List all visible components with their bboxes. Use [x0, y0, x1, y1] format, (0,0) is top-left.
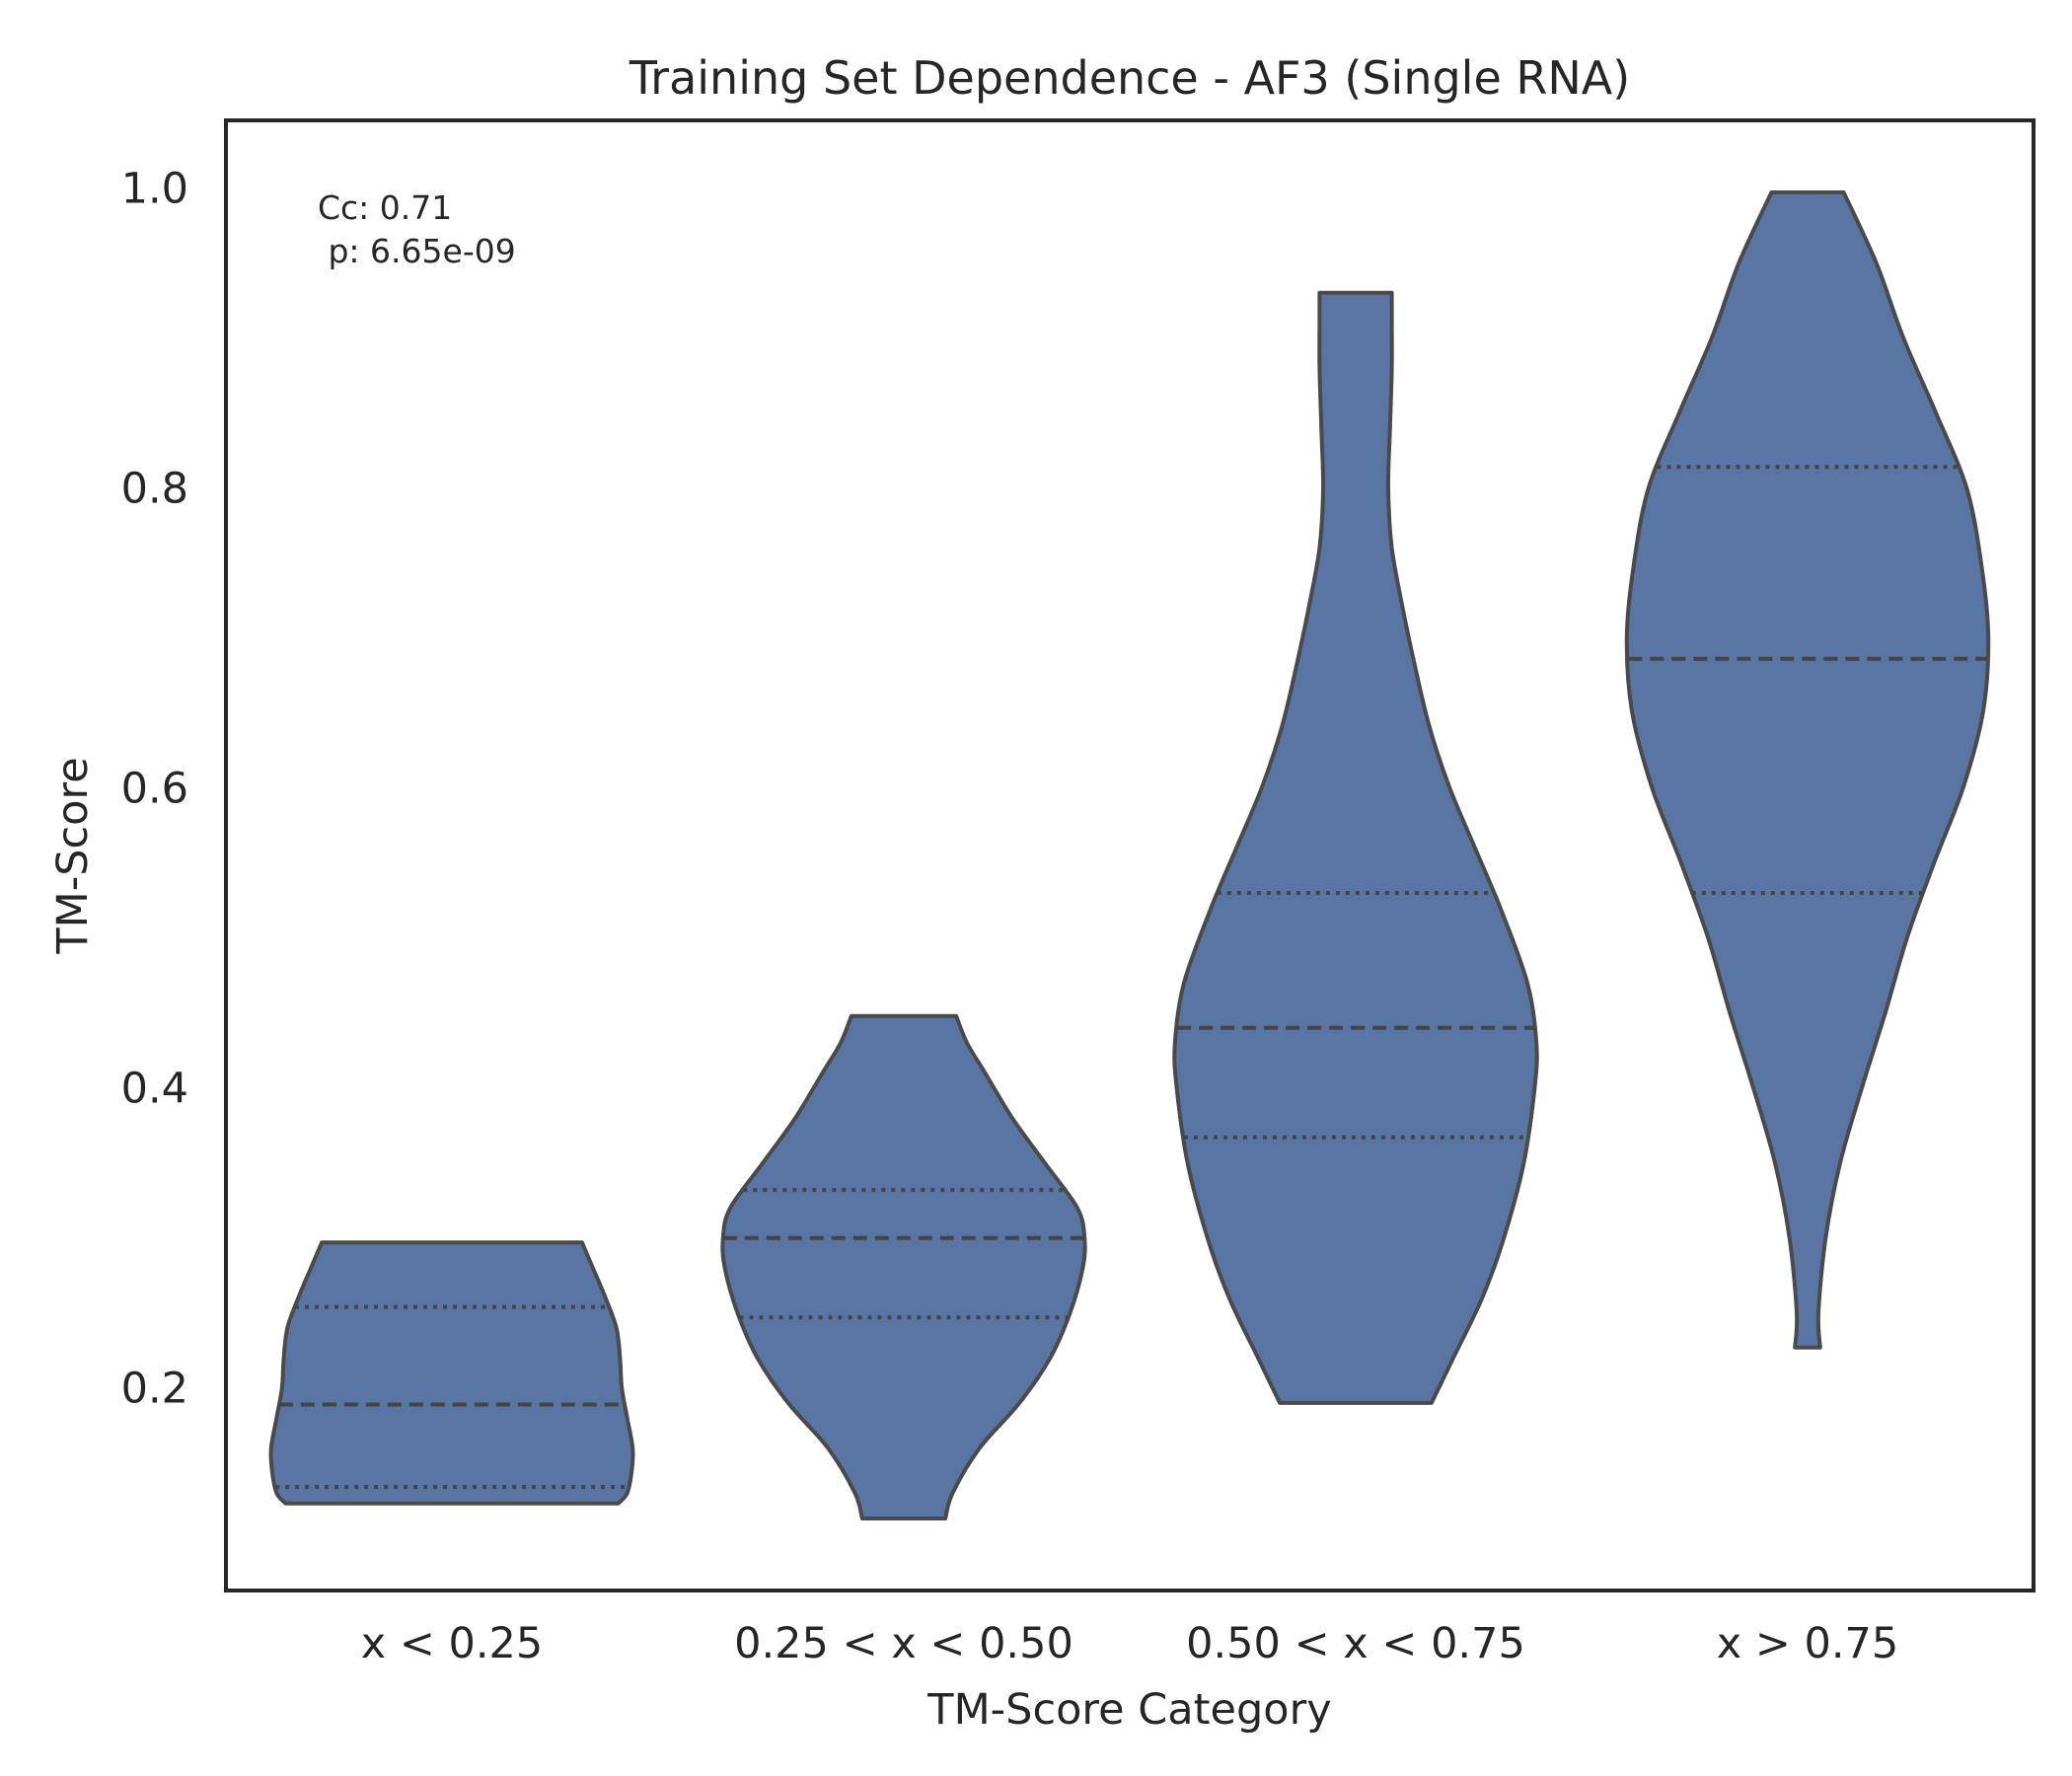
violin-1	[268, 1240, 635, 1506]
x-tick-label: 0.25 < x < 0.50	[734, 1619, 1073, 1668]
violins-layer	[268, 190, 1991, 1520]
y-axis-label: TM-Score	[48, 757, 98, 954]
chart-title: Training Set Dependence - AF3 (Single RN…	[629, 51, 1630, 105]
violin-2	[720, 1013, 1087, 1520]
x-tick-labels: x < 0.25 0.25 < x < 0.50 0.50 < x < 0.75 x …	[361, 1619, 1899, 1668]
x-tick-label: x > 0.75	[1717, 1619, 1899, 1668]
violin-body	[268, 1240, 635, 1506]
violin-3	[1172, 290, 1539, 1405]
annotation-cc: Cc: 0.71	[318, 188, 452, 227]
violin-body	[1624, 190, 1991, 1350]
correlation-annotation: Cc: 0.71 p: 6.65e-09	[318, 188, 516, 270]
violin-body	[720, 1013, 1087, 1520]
x-tick-label: x < 0.25	[361, 1619, 544, 1668]
y-tick-label: 1.0	[121, 164, 188, 213]
x-axis-label: TM-Score Category	[926, 1685, 1331, 1735]
y-tick-label: 0.2	[121, 1365, 188, 1414]
y-tick-label: 0.6	[121, 765, 188, 814]
annotation-p: p: 6.65e-09	[318, 232, 516, 270]
y-tick-label: 0.4	[121, 1065, 188, 1114]
violin-body	[1172, 290, 1539, 1405]
violin-4	[1624, 190, 1991, 1350]
y-tick-labels: 0.2 0.4 0.6 0.8 1.0	[121, 164, 188, 1413]
x-tick-label: 0.50 < x < 0.75	[1186, 1619, 1525, 1668]
y-tick-label: 0.8	[121, 465, 188, 514]
plot-frame	[224, 118, 2035, 1592]
